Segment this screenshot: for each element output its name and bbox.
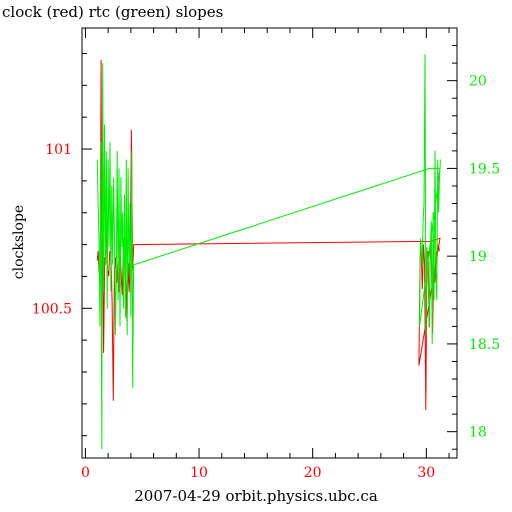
plot-frame: [81, 27, 458, 459]
left-tick-label: 101: [45, 142, 72, 158]
x-tick-label: 20: [304, 465, 322, 481]
left-tick-label: 100.5: [32, 301, 72, 317]
x-axis-label: 2007-04-29 orbit.physics.ubc.ca: [134, 487, 378, 505]
right-tick-label: 18: [469, 425, 487, 441]
tick-marks: [82, 27, 457, 458]
rtc-slope-line-green: [96, 54, 441, 450]
clock-slope-line-red: [96, 59, 441, 411]
x-tick-label: 10: [190, 465, 208, 481]
right-tick-label: 20: [469, 74, 487, 90]
right-tick-label: 19.5: [469, 161, 500, 177]
right-tick-label: 18.5: [469, 337, 500, 353]
x-tick-label: 0: [81, 465, 90, 481]
right-tick-label: 19: [469, 249, 487, 265]
tick-labels: 0 10 20 30 100.5 101 18 18.5 19 19.5 20: [32, 74, 500, 481]
chart-title: clock (red) rtc (green) slopes: [2, 3, 224, 21]
series-lines: [96, 54, 441, 450]
x-tick-label: 30: [417, 465, 435, 481]
